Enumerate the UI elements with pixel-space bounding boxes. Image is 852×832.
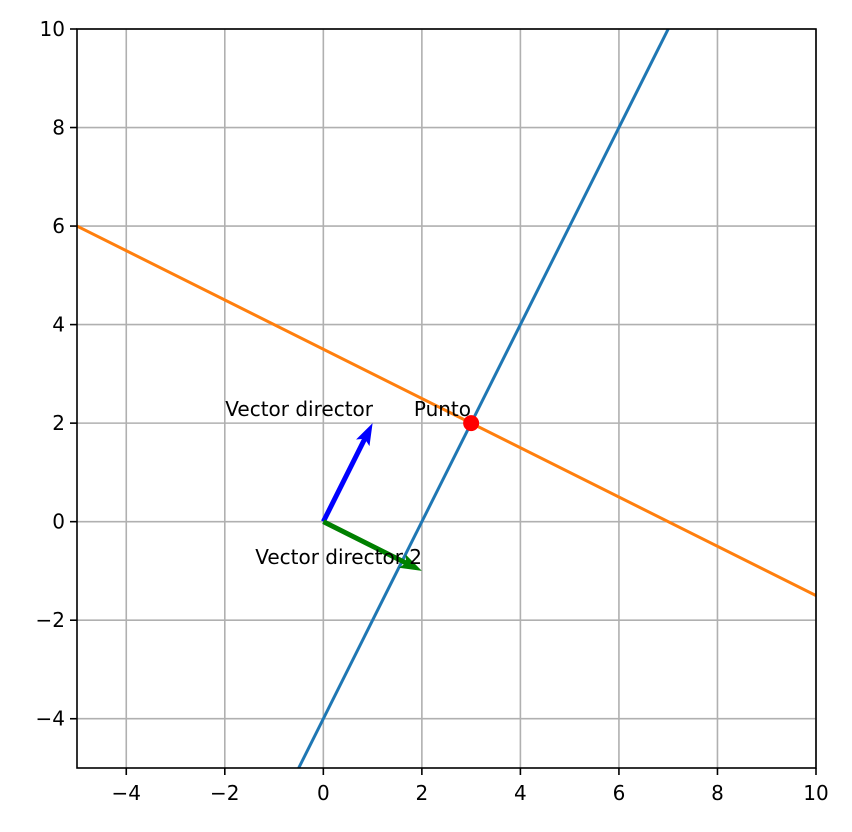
y-tick-label: −2 bbox=[36, 608, 65, 632]
vector-director-2-label: Vector director 2 bbox=[255, 545, 422, 569]
x-tick-label: 0 bbox=[317, 781, 330, 805]
line-series-2 bbox=[77, 224, 816, 598]
point-group bbox=[463, 415, 480, 432]
y-tick-label: 0 bbox=[52, 510, 65, 534]
x-tick-label: 2 bbox=[415, 781, 428, 805]
line-series-1 bbox=[297, 29, 670, 768]
x-tick-label: 10 bbox=[803, 781, 828, 805]
vector-arrow-2 bbox=[322, 519, 422, 571]
y-tick-label: −4 bbox=[36, 707, 65, 731]
punto-label: Punto bbox=[414, 397, 471, 421]
plot-frame bbox=[76, 28, 817, 769]
y-tick-label: 8 bbox=[52, 116, 65, 140]
x-tick-label: −2 bbox=[210, 781, 239, 805]
point-marker bbox=[463, 415, 480, 432]
x-tick-label: 8 bbox=[711, 781, 724, 805]
vector-director-label: Vector director bbox=[225, 397, 374, 421]
y-tick-label: 4 bbox=[52, 313, 65, 337]
vector-group bbox=[321, 423, 422, 571]
line-series-group bbox=[77, 29, 816, 768]
annotations: Vector director Punto Vector director 2 bbox=[225, 397, 471, 569]
y-tick-label: 2 bbox=[52, 411, 65, 435]
axis-ticks: −4 −2 0 2 4 6 8 10 −4 −2 0 2 4 6 8 10 bbox=[36, 17, 829, 805]
y-tick-label: 10 bbox=[40, 17, 65, 41]
x-tick-label: −4 bbox=[112, 781, 141, 805]
x-tick-label: 6 bbox=[613, 781, 626, 805]
y-tick-label: 6 bbox=[52, 214, 65, 238]
vector-arrow-1 bbox=[321, 423, 373, 523]
x-tick-label: 4 bbox=[514, 781, 527, 805]
